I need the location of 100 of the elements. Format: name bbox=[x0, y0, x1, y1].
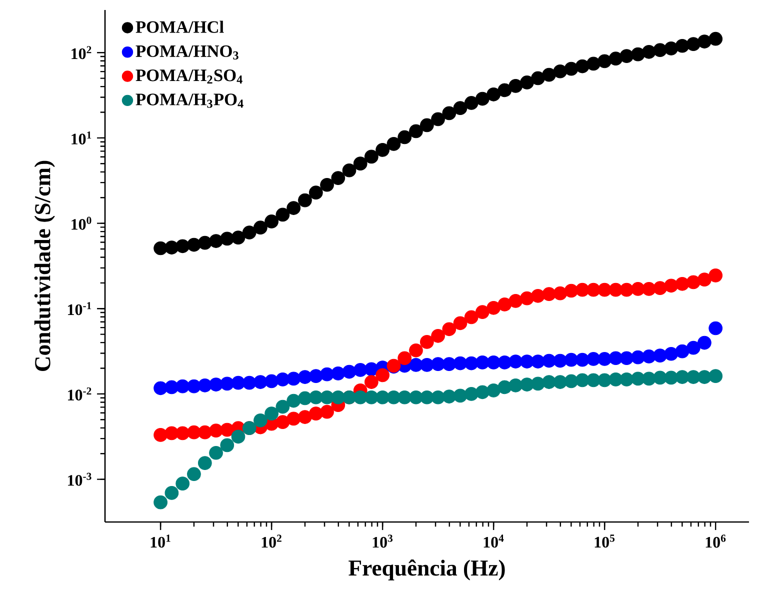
point bbox=[498, 83, 512, 98]
point bbox=[420, 390, 434, 404]
point bbox=[353, 156, 368, 171]
point bbox=[708, 321, 723, 336]
point bbox=[698, 336, 712, 350]
legend-label: POMA/HNO$_{3}$ bbox=[136, 45, 238, 60]
point bbox=[653, 43, 667, 58]
point bbox=[431, 112, 445, 126]
point bbox=[253, 375, 268, 389]
point bbox=[298, 391, 312, 406]
point bbox=[187, 238, 201, 252]
point bbox=[242, 226, 256, 240]
y-tick-label: 10$^{2}$ bbox=[72, 46, 92, 60]
point bbox=[686, 37, 700, 51]
point bbox=[209, 234, 223, 248]
point bbox=[520, 291, 534, 306]
point bbox=[542, 375, 556, 389]
point bbox=[431, 328, 445, 343]
point bbox=[209, 378, 223, 392]
x-tick-label: 10$^{6}$ bbox=[706, 534, 726, 548]
point bbox=[453, 316, 468, 330]
point bbox=[342, 364, 356, 379]
y-tick-label: 10$^{0}$ bbox=[72, 216, 92, 230]
point bbox=[298, 410, 312, 424]
point bbox=[586, 352, 600, 366]
point bbox=[586, 282, 600, 297]
point bbox=[253, 220, 268, 235]
point bbox=[442, 106, 456, 120]
point bbox=[431, 357, 445, 372]
point bbox=[464, 96, 478, 110]
point bbox=[286, 372, 301, 386]
point bbox=[209, 446, 223, 460]
point bbox=[209, 424, 223, 438]
point bbox=[686, 340, 700, 355]
point bbox=[231, 230, 246, 245]
point bbox=[386, 137, 401, 151]
point bbox=[642, 282, 656, 296]
point bbox=[431, 390, 445, 404]
point bbox=[564, 374, 578, 388]
y-tick-label: 10$^{-1}$ bbox=[68, 302, 92, 316]
point bbox=[575, 373, 590, 388]
point bbox=[476, 92, 490, 106]
point bbox=[286, 201, 301, 215]
point bbox=[242, 376, 256, 390]
point bbox=[231, 430, 246, 444]
point bbox=[308, 406, 323, 421]
point bbox=[631, 372, 645, 386]
point bbox=[308, 186, 323, 200]
point bbox=[575, 282, 590, 297]
point bbox=[364, 375, 378, 389]
y-tick-label: 10$^{-3}$ bbox=[68, 472, 92, 486]
point bbox=[176, 239, 190, 254]
x-tick-label: 10$^{2}$ bbox=[262, 534, 282, 548]
point bbox=[320, 178, 334, 192]
point bbox=[476, 385, 490, 400]
legend-label: POMA/H$_{3}$PO$_{4}$ bbox=[136, 94, 244, 108]
point bbox=[154, 381, 168, 396]
legend-label: POMA/HCl bbox=[136, 20, 224, 33]
point bbox=[453, 388, 468, 403]
point bbox=[620, 351, 634, 366]
point bbox=[508, 294, 523, 308]
point bbox=[586, 373, 600, 388]
y-tick-label: 10$^{-2}$ bbox=[68, 387, 92, 400]
point bbox=[708, 32, 723, 46]
x-tick-label: 10$^{1}$ bbox=[150, 534, 170, 548]
x-tick-label: 10$^{4}$ bbox=[484, 534, 504, 548]
point bbox=[708, 268, 723, 282]
point bbox=[542, 354, 556, 368]
point bbox=[176, 426, 190, 440]
point bbox=[253, 413, 268, 428]
y-tick-label: 10$^{1}$ bbox=[72, 131, 92, 144]
point bbox=[409, 124, 423, 138]
point bbox=[631, 350, 645, 364]
point bbox=[608, 52, 623, 66]
point bbox=[320, 390, 334, 404]
point bbox=[176, 379, 190, 394]
point bbox=[531, 376, 545, 391]
point bbox=[653, 370, 667, 385]
point bbox=[154, 241, 168, 256]
point bbox=[420, 118, 434, 132]
point bbox=[553, 64, 568, 78]
point bbox=[308, 390, 323, 404]
point bbox=[486, 300, 501, 315]
point bbox=[598, 54, 612, 68]
point bbox=[698, 272, 712, 287]
point bbox=[154, 428, 168, 442]
point bbox=[531, 288, 545, 303]
point bbox=[531, 354, 545, 368]
point bbox=[376, 368, 390, 382]
point bbox=[564, 62, 578, 76]
point bbox=[542, 68, 556, 82]
point bbox=[520, 76, 534, 90]
point bbox=[198, 425, 212, 440]
point bbox=[364, 390, 378, 404]
point bbox=[586, 56, 600, 71]
point bbox=[187, 467, 201, 482]
point bbox=[264, 374, 278, 388]
point bbox=[675, 344, 690, 358]
point bbox=[320, 404, 334, 419]
point bbox=[620, 282, 634, 297]
